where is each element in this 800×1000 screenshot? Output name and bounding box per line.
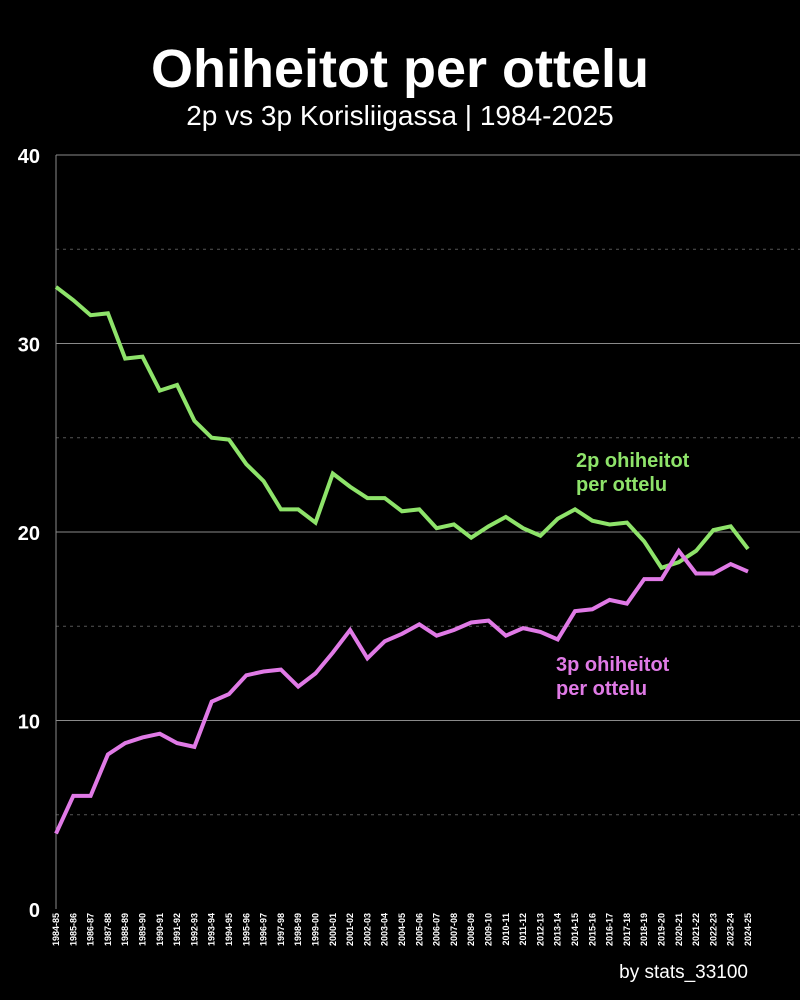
x-tick-label: 2024-25	[743, 913, 753, 946]
x-tick-label: 1999-00	[311, 913, 321, 946]
series-label: 3p ohiheitot	[556, 654, 670, 676]
x-tick-label: 1994-95	[224, 913, 234, 946]
y-tick-label: 20	[18, 523, 40, 545]
x-tick-label: 1992-93	[189, 913, 199, 946]
x-tick-label: 1985-86	[68, 913, 78, 946]
credit-text: by stats_33100	[619, 962, 748, 983]
x-tick-label: 2012-13	[535, 913, 545, 946]
x-tick-label: 2001-02	[345, 913, 355, 946]
series-line-3p	[54, 547, 749, 835]
x-tick-label: 1988-89	[120, 913, 130, 946]
x-tick-label: 2003-04	[380, 913, 390, 946]
x-tick-label: 1993-94	[207, 913, 217, 946]
x-tick-label: 2015-16	[587, 913, 597, 946]
x-tick-label: 1989-90	[138, 913, 148, 946]
x-tick-label: 2014-15	[570, 913, 580, 946]
x-tick-label: 2004-05	[397, 913, 407, 946]
x-tick-label: 2013-14	[553, 913, 563, 946]
x-tick-label: 2019-20	[657, 913, 667, 946]
x-tick-label: 2022-23	[708, 913, 718, 946]
series-label: 2p ohiheitot	[576, 450, 690, 472]
x-tick-label: 2006-07	[432, 913, 442, 946]
chart-subtitle: 2p vs 3p Korisliigassa | 1984-2025	[186, 100, 614, 131]
x-tick-label: 1996-97	[259, 913, 269, 946]
x-tick-label: 1995-96	[241, 913, 251, 946]
x-tick-label: 2002-03	[362, 913, 372, 946]
x-tick-label: 2020-21	[674, 913, 684, 946]
y-tick-label: 0	[29, 900, 40, 922]
series-label: per ottelu	[576, 474, 667, 496]
x-tick-label: 2007-08	[449, 913, 459, 946]
x-tick-label: 2011-12	[518, 913, 528, 946]
x-tick-label: 1990-91	[155, 913, 165, 946]
x-tick-label: 1998-99	[293, 913, 303, 946]
series-label: per ottelu	[556, 678, 647, 700]
series-line-2p	[54, 285, 750, 571]
y-tick-label: 30	[18, 335, 40, 357]
x-tick-label: 2018-19	[639, 913, 649, 946]
x-tick-label: 2000-01	[328, 913, 338, 946]
x-tick-label: 1984-85	[51, 913, 61, 946]
x-tick-label: 1986-87	[86, 913, 96, 946]
x-tick-label: 2009-10	[484, 913, 494, 946]
x-tick-label: 2023-24	[726, 913, 736, 946]
chart-title: Ohiheitot per ottelu	[151, 39, 649, 99]
x-tick-label: 1997-98	[276, 913, 286, 946]
x-tick-label: 2010-11	[501, 913, 511, 946]
x-tick-label: 2005-06	[414, 913, 424, 946]
x-tick-label: 2016-17	[605, 913, 615, 946]
y-tick-label: 40	[18, 146, 40, 168]
x-tick-label: 2008-09	[466, 913, 476, 946]
x-tick-label: 1987-88	[103, 913, 113, 946]
x-tick-label: 2017-18	[622, 913, 632, 946]
x-tick-label: 1991-92	[172, 913, 182, 946]
y-tick-label: 10	[18, 712, 40, 734]
x-tick-label: 2021-22	[691, 913, 701, 946]
